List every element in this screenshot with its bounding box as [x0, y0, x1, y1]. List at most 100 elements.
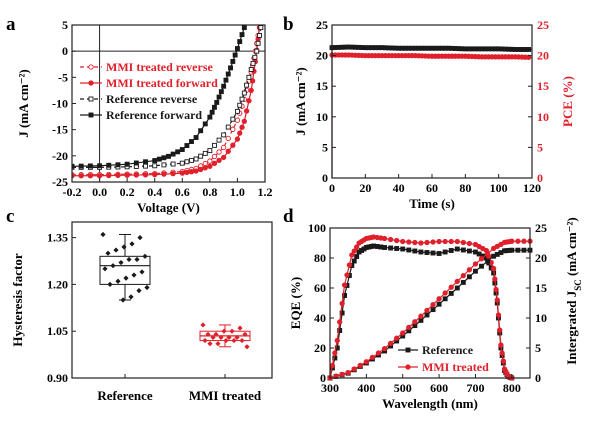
- panel-c-box-0-iqr: [99, 255, 151, 285]
- panel-b-stability: 0 20 40 60 80 100 12005101520250510152025Time …: [293, 18, 575, 211]
- panel-d-right-ytick-label: 20: [535, 251, 547, 265]
- panel-d-series-0-point: [388, 245, 394, 251]
- panel-d-series-2-point: [509, 247, 515, 253]
- panel-d-series-3-point: [436, 296, 442, 302]
- panel-b-xtick-label: 100: [490, 181, 508, 195]
- panel-d-ylabel-right-sub: SC: [573, 279, 583, 291]
- panel-a-ytick-label: -25: [52, 175, 68, 189]
- panel-a-series-1-point: [225, 148, 231, 154]
- panel-b-ytick-label: 10: [316, 110, 328, 124]
- panel-c-ylabel: Hysteresis factor: [10, 253, 25, 346]
- panel-c-ytick-label: 0.90: [47, 371, 68, 385]
- panel-a-series-1-point: [142, 172, 149, 178]
- panel-c-box-0-point: [113, 247, 119, 253]
- panel-label-c: c: [6, 206, 14, 227]
- panel-a-series-1-point: [193, 168, 199, 174]
- panel-d-ylabel-right-unit: (mA cm⁻²): [564, 217, 579, 279]
- panel-a-series-3-point: [72, 163, 75, 169]
- panel-d-series-1-point: [346, 262, 353, 268]
- panel-a-series-3-point: [218, 89, 224, 95]
- panel-a-series-3-point: [234, 46, 240, 51]
- panel-a-series-3-point: [133, 160, 139, 166]
- panel-c-ytick-label: 1.20: [47, 277, 68, 291]
- panel-a-series-1-point: [220, 154, 227, 161]
- panel-b-ylabel-right: PCE (%): [560, 76, 575, 127]
- panel-c-box-1-point: [200, 322, 206, 328]
- panel-b-xlabel: Time (s): [409, 196, 455, 211]
- panel-a-series-0-point: [202, 160, 208, 167]
- panel-d-series-1-point: [442, 238, 448, 245]
- panel-a-xlabel: Voltage (V): [137, 200, 200, 215]
- panel-d-ytick-label: 80: [314, 251, 326, 265]
- panel-c-box-1-point: [237, 325, 243, 331]
- panel-a-series-3-point: [216, 94, 222, 100]
- panel-d-series-1-point: [492, 276, 498, 282]
- panel-d-series-1-point: [337, 319, 343, 325]
- panel-d-xtick-label: 700: [466, 381, 484, 395]
- panel-a-series-0-point: [220, 144, 227, 151]
- panel-b-yright-tick-label: 25: [537, 18, 549, 32]
- panel-a-series-2-point: [152, 163, 158, 169]
- panel-a-series-3-point: [228, 65, 233, 71]
- panel-d-series-1-point: [499, 350, 505, 356]
- panel-a-series-1-point: [78, 173, 84, 179]
- panel-d-series-0-point: [342, 293, 347, 298]
- panel-c-ytick-label: 1.35: [47, 231, 68, 245]
- panel-d-series-0-point: [337, 328, 343, 333]
- panel-d-xtick-label: 600: [430, 381, 448, 395]
- panel-a-ytick-label: -20: [52, 149, 68, 163]
- panel-a-series-3-point: [87, 163, 93, 169]
- panel-c-box-0-point: [136, 288, 142, 294]
- panel-d-series-1-point: [495, 312, 502, 318]
- panel-c-box-0-point: [144, 284, 150, 291]
- panel-d-series-1-point: [454, 238, 460, 245]
- panel-d-legend-label-1: MMI treated: [422, 360, 489, 374]
- panel-c-box-0-point: [131, 272, 137, 278]
- panel-a-series-2-point: [161, 162, 167, 168]
- panel-d-ytick-label: 40: [314, 311, 326, 325]
- panel-c-box-0-point: [120, 297, 126, 303]
- panel-c-box-0-point: [142, 253, 148, 259]
- panel-d-series-1-point: [400, 238, 406, 245]
- panel-label-d: d: [283, 206, 294, 227]
- panel-d-series-0-line: [329, 245, 513, 379]
- panel-d-series-2-point: [485, 258, 491, 264]
- panel-d-series-0-point: [406, 247, 412, 253]
- panel-a-series-0-point: [230, 126, 236, 132]
- panel-a-series-2-point: [246, 74, 252, 80]
- panel-a-legend-label-1: MMI treated forward: [106, 76, 218, 90]
- panel-a-series-3-point: [209, 109, 215, 115]
- panel-a-series-1-point: [184, 169, 190, 176]
- panel-a-series-2-point: [202, 150, 208, 156]
- panel-a-ytick-label: 5: [62, 18, 68, 32]
- panel-a-series-2-point: [255, 40, 261, 46]
- panel-c-box-1-point: [221, 328, 227, 334]
- panel-d-series-3-point: [478, 256, 485, 262]
- panel-a-series-2-point: [230, 116, 236, 122]
- panel-d-series-1-point: [339, 300, 345, 307]
- panel-d-series-0-point: [418, 249, 424, 255]
- panel-a-series-1-point: [249, 78, 256, 84]
- panel-c-box-0-point: [110, 263, 116, 269]
- panel-c-box-1-point: [223, 337, 229, 344]
- panel-a-series-3-point: [212, 104, 217, 110]
- panel-c-box-0-point: [137, 235, 143, 241]
- panel-d-legend-marker-0: [405, 347, 411, 353]
- panel-a-series-2-point: [258, 25, 264, 31]
- panel-a-series-3-point: [161, 155, 167, 161]
- panel-c-box-1-point: [218, 334, 224, 341]
- panel-d-series-3-point: [515, 238, 521, 244]
- panel-d-legend-marker-1: [405, 364, 411, 370]
- panel-d-series-3-point: [357, 362, 363, 369]
- panel-a-series-3-point: [78, 163, 84, 169]
- panel-c-box-1-point: [202, 337, 208, 344]
- panel-d-series-1-point: [394, 237, 400, 244]
- panel-d-series-0-point: [412, 248, 418, 254]
- panel-a-series-3-point: [115, 162, 121, 168]
- panel-a-series-3-point: [179, 147, 185, 153]
- panel-d-series-3-point: [521, 238, 527, 244]
- panel-c-category-label: MMI treated: [189, 388, 262, 403]
- panel-a-series-3-point: [143, 159, 148, 165]
- panel-d-series-1-point: [334, 337, 340, 344]
- panel-d-series-3-point: [442, 290, 448, 296]
